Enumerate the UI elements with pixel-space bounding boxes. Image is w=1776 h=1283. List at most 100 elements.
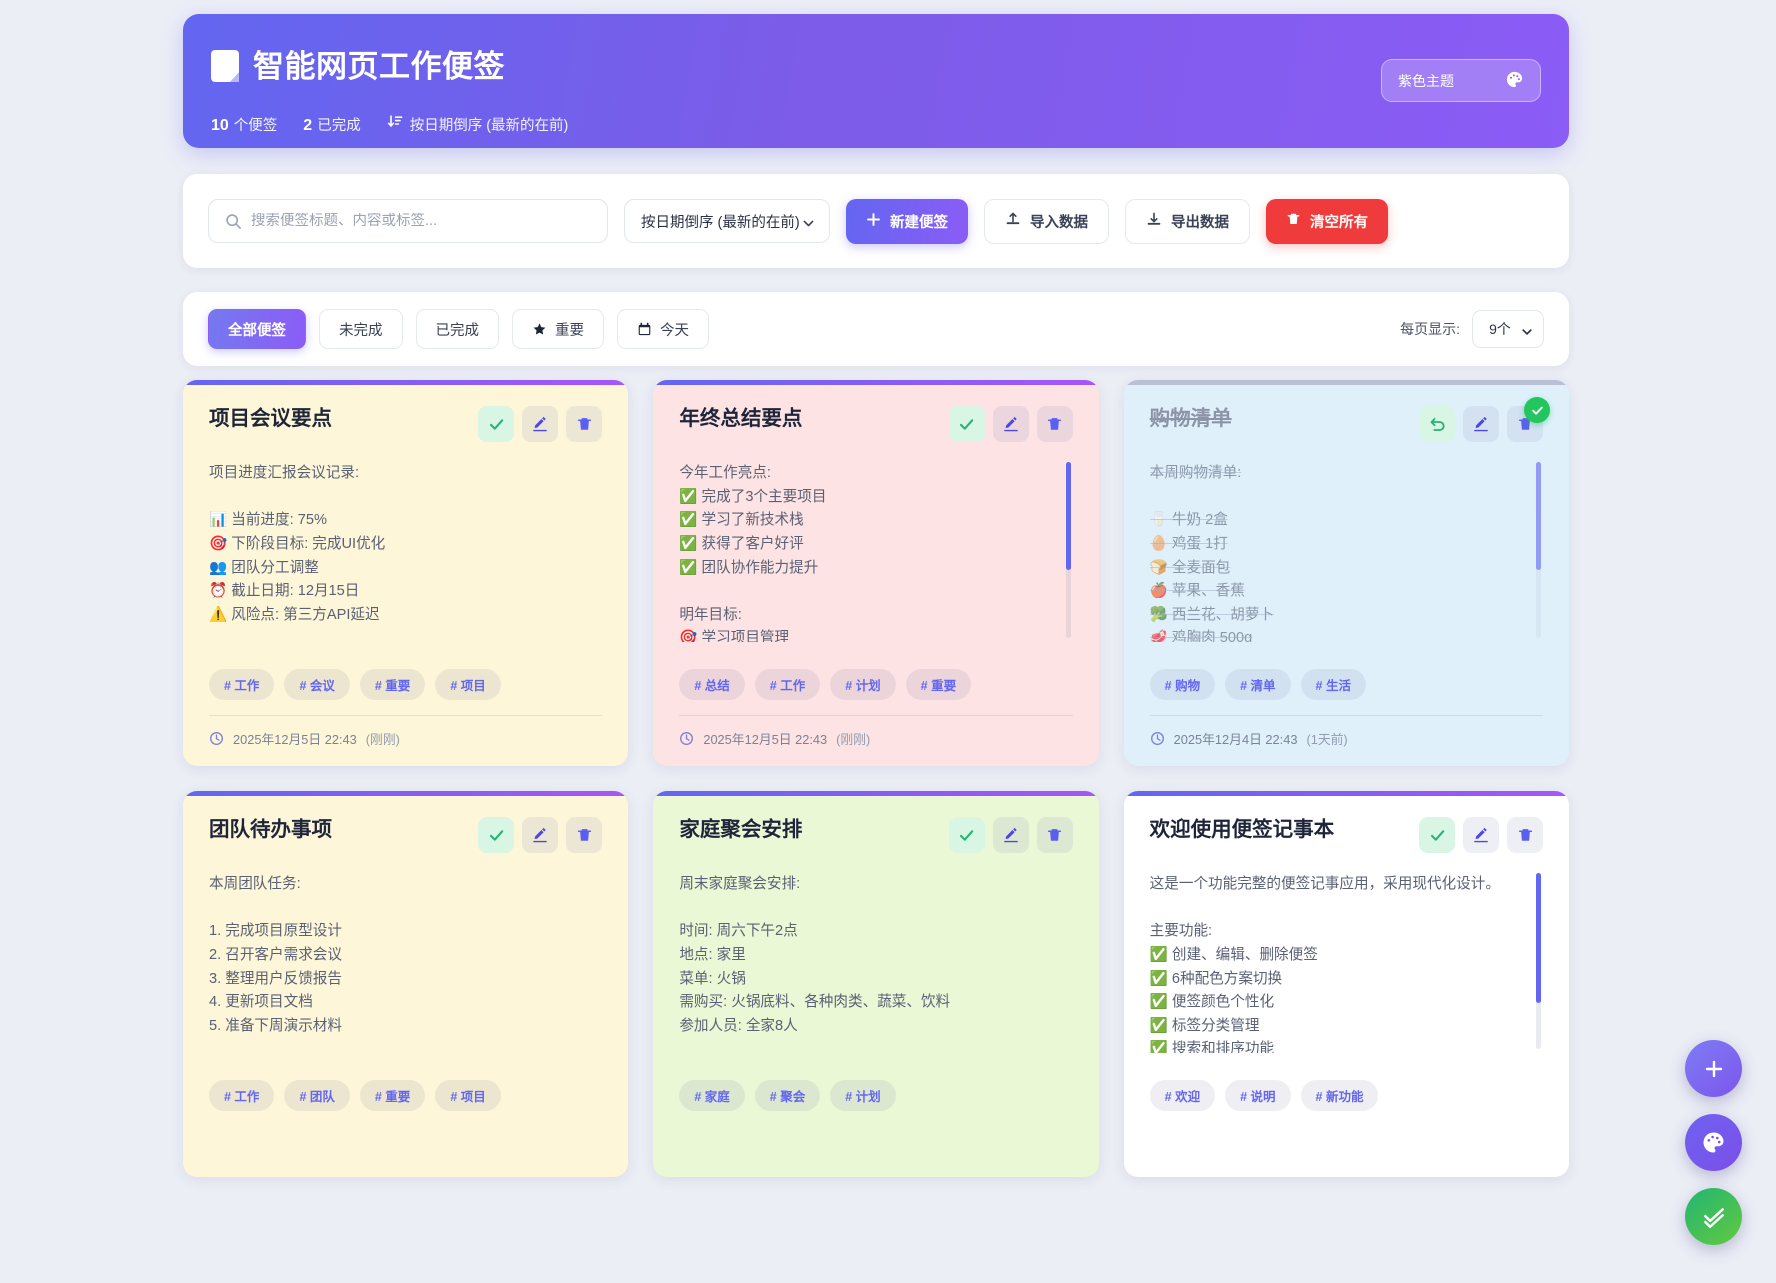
plus-icon: [1705, 1060, 1722, 1077]
note-tag[interactable]: # 工作: [209, 1080, 275, 1111]
note-tag[interactable]: # 聚会: [754, 1080, 821, 1111]
note-delete-button[interactable]: [1507, 817, 1543, 853]
import-data-button[interactable]: 导入数据: [984, 198, 1109, 244]
palette-icon: [1505, 70, 1524, 92]
note-body-scrollbar[interactable]: [1065, 462, 1071, 638]
note-tag[interactable]: # 计划: [830, 669, 896, 700]
edit-icon: [1002, 826, 1020, 844]
note-tag[interactable]: # 总结: [679, 669, 745, 700]
theme-switch-button[interactable]: 紫色主题: [1381, 59, 1541, 102]
scrollbar-thumb[interactable]: [1536, 873, 1541, 1003]
note-tag[interactable]: # 团队: [284, 1080, 350, 1111]
theme-fab[interactable]: [1685, 1114, 1742, 1171]
clock-icon: [1150, 731, 1165, 746]
note-tag[interactable]: # 重要: [359, 669, 426, 700]
note-footer: 2025年12月5日 22:43 (刚刚): [679, 715, 1073, 748]
note-card[interactable]: 年终总结要点 今年工作亮点: ✅ 完成了3个主要项目 ✅ 学习了新技术栈 ✅ 获得…: [653, 380, 1099, 766]
note-date: 2025年12月5日 22:43: [233, 732, 357, 747]
search-field-wrapper[interactable]: [208, 199, 608, 243]
note-card[interactable]: 项目会议要点 项目进度汇报会议记录: 📊 当前进度: 75% 🎯 下阶段目标: 完…: [183, 380, 629, 766]
note-tag[interactable]: # 新功能: [1300, 1080, 1379, 1111]
header-title-row: 智能网页工作便签: [211, 50, 505, 82]
note-card[interactable]: 欢迎使用便签记事本 这是一个功能完整的便签记事应用，采用现代化设计。 主要功能: …: [1123, 791, 1569, 1177]
note-tag[interactable]: # 计划: [830, 1080, 896, 1111]
scrollbar-thumb[interactable]: [1536, 462, 1541, 570]
note-tag[interactable]: # 重要: [905, 669, 972, 700]
note-tag[interactable]: # 工作: [754, 669, 821, 700]
note-body-text: 今年工作亮点: ✅ 完成了3个主要项目 ✅ 学习了新技术栈 ✅ 获得了客户好评 …: [679, 465, 827, 642]
note-tag[interactable]: # 家庭: [679, 1080, 745, 1111]
note-edit-button[interactable]: [522, 817, 559, 853]
note-tag[interactable]: # 说明: [1225, 1080, 1291, 1111]
note-toggle-button[interactable]: [1419, 406, 1455, 442]
import-data-label: 导入数据: [1030, 214, 1088, 231]
note-tag[interactable]: # 生活: [1300, 669, 1366, 700]
note-delete-button[interactable]: [1036, 817, 1073, 853]
note-tag[interactable]: # 会议: [284, 669, 350, 700]
note-edit-button[interactable]: [992, 406, 1029, 442]
theme-switch-label: 紫色主题: [1398, 72, 1454, 89]
filter-chip-1[interactable]: 未完成: [319, 309, 403, 349]
check-icon: [957, 826, 976, 845]
note-body-scrollbar[interactable]: [1536, 873, 1541, 1049]
note-tag[interactable]: # 工作: [209, 669, 275, 700]
trash-icon: [576, 827, 593, 844]
filter-chip-label: 全部便签: [228, 322, 286, 339]
note-tag[interactable]: # 清单: [1225, 669, 1291, 700]
filter-chip-0[interactable]: 全部便签: [208, 309, 306, 349]
note-tag[interactable]: # 购物: [1149, 669, 1216, 700]
note-card-header: 欢迎使用便签记事本: [1150, 817, 1543, 853]
filter-chip-2[interactable]: 已完成: [415, 309, 499, 349]
edit-icon: [531, 415, 549, 433]
export-data-button[interactable]: 导出数据: [1125, 198, 1250, 244]
per-page-select[interactable]: 9个: [1472, 310, 1544, 348]
note-delete-button[interactable]: [566, 817, 603, 853]
note-edit-button[interactable]: [1463, 406, 1499, 442]
note-tag[interactable]: # 欢迎: [1149, 1080, 1216, 1111]
note-toggle-button[interactable]: [948, 817, 985, 853]
app-header: 智能网页工作便签 10 个便签 2 已完成 按日期倒序 (最新的在前) 紫色主题: [183, 14, 1569, 148]
note-tag[interactable]: # 重要: [359, 1080, 426, 1111]
edit-icon: [1472, 415, 1490, 433]
undo-icon: [1428, 415, 1447, 434]
new-note-label: 新建便签: [890, 214, 948, 231]
palette-icon: [1703, 1132, 1724, 1153]
note-tag[interactable]: # 项目: [435, 669, 501, 700]
note-tag[interactable]: # 项目: [435, 1080, 501, 1111]
note-card[interactable]: 团队待办事项 本周团队任务: 1. 完成项目原型设计 2. 召开客户需求会议 3.…: [183, 791, 629, 1177]
filter-chip-4[interactable]: 今天: [617, 309, 709, 349]
note-body: 今年工作亮点: ✅ 完成了3个主要项目 ✅ 学习了新技术栈 ✅ 获得了客户好评 …: [679, 462, 1072, 642]
search-input[interactable]: [251, 213, 581, 229]
clear-all-label: 清空所有: [1310, 214, 1368, 231]
note-toggle-button[interactable]: [1419, 817, 1455, 853]
note-icon: [211, 50, 239, 82]
note-delete-button[interactable]: [566, 406, 603, 442]
add-note-fab[interactable]: [1685, 1040, 1742, 1097]
note-card[interactable]: 家庭聚会安排 周末家庭聚会安排: 时间: 周六下午2点 地点: 家里 菜单: 火锅…: [653, 791, 1099, 1177]
sort-select-value: 按日期倒序 (最新的在前): [641, 214, 800, 231]
note-edit-button[interactable]: [1463, 817, 1499, 853]
check-icon: [957, 415, 976, 434]
note-delete-button[interactable]: [1036, 406, 1073, 442]
note-title: 家庭聚会安排: [679, 818, 803, 841]
clear-all-button[interactable]: 清空所有: [1266, 198, 1388, 244]
note-edit-button[interactable]: [992, 817, 1029, 853]
filter-chip-3[interactable]: 重要: [512, 309, 604, 349]
note-relative-time: (1天前): [1306, 732, 1348, 747]
complete-all-fab[interactable]: [1685, 1188, 1742, 1245]
note-toggle-button[interactable]: [948, 406, 985, 442]
scrollbar-thumb[interactable]: [1065, 462, 1071, 570]
new-note-button[interactable]: 新建便签: [846, 198, 968, 244]
note-toggle-button[interactable]: [478, 406, 515, 442]
note-card-header: 团队待办事项: [209, 817, 603, 853]
note-toggle-button[interactable]: [478, 817, 515, 853]
note-action-group: [478, 406, 603, 442]
trash-icon: [1517, 827, 1534, 844]
sort-select[interactable]: 按日期倒序 (最新的在前): [624, 199, 830, 243]
header-stats: 10 个便签 2 已完成 按日期倒序 (最新的在前): [211, 114, 568, 135]
note-date: 2025年12月5日 22:43: [703, 732, 828, 747]
note-card[interactable]: 购物清单 本周购物清单: 🥛 牛奶 2盒 🥚 鸡蛋 1打 🍞 全麦面包 🍎 苹果、…: [1123, 380, 1569, 766]
note-edit-button[interactable]: [522, 406, 559, 442]
header-sort-label: 按日期倒序 (最新的在前): [409, 118, 569, 134]
note-body-scrollbar[interactable]: [1536, 462, 1541, 638]
